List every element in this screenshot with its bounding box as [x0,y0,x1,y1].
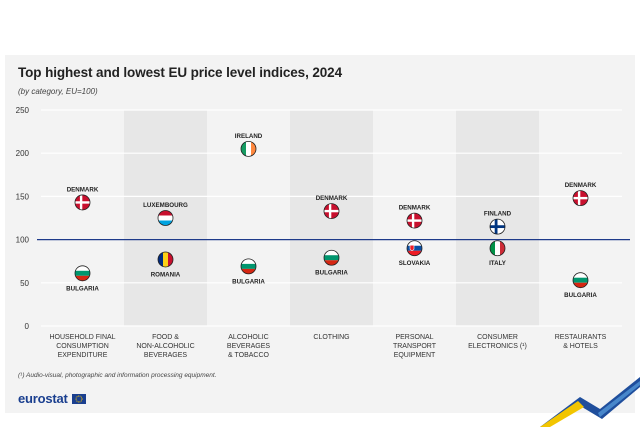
country-label: BULGARIA [232,278,265,285]
data-point-finland: FINLAND [484,211,512,235]
eurostat-logo: eurostat [18,391,86,406]
data-point-luxembourg: LUXEMBOURG [143,202,188,226]
country-label: DENMARK [399,205,431,212]
country-label: SLOVAKIA [399,260,431,267]
country-label: LUXEMBOURG [143,202,188,209]
country-label: DENMARK [67,186,99,193]
data-point-denmark: DENMARK [565,182,597,207]
chart-footnote: (¹) Audio-visual, photographic and infor… [18,372,217,379]
data-point-denmark: DENMARK [399,205,431,229]
column-band [41,110,124,326]
category-label: CONSUMER ELECTRONICS (¹) [468,334,527,350]
category-label: PERSONAL TRANSPORT EQUIPMENT [393,334,437,359]
data-point-bulgaria: BULGARIA [315,249,348,277]
category-label: RESTAURANTS & HOTELS [555,334,607,350]
chart-card: Top highest and lowest EU price level in… [5,55,635,413]
y-tick-label: 100 [16,236,30,245]
country-label: ROMANIA [151,271,181,278]
country-label: BULGARIA [564,292,597,299]
column-band [539,110,622,326]
y-tick-label: 200 [16,149,30,158]
data-point-denmark: DENMARK [316,195,348,219]
column-band [456,110,539,326]
data-point-italy: ITALY [489,240,507,267]
category-label: ALCOHOLIC BEVERAGES & TOBACCO [227,334,271,359]
logo-text: eurostat [18,391,68,406]
data-point-ireland: IRELAND [235,133,263,157]
country-label: BULGARIA [315,270,348,277]
data-point-bulgaria: BULGARIA [66,265,99,292]
eu-flag-icon [71,393,86,404]
data-point-romania: ROMANIA [151,251,181,278]
decorative-ribbon-icon [540,377,640,427]
y-tick-label: 0 [25,322,30,331]
country-label: FINLAND [484,211,512,218]
category-label: CLOTHING [313,334,349,341]
chart-subtitle: (by category, EU=100) [18,87,98,96]
data-point-bulgaria: BULGARIA [232,258,265,285]
chart-title: Top highest and lowest EU price level in… [18,65,343,80]
data-point-denmark: DENMARK [67,186,99,211]
country-label: ITALY [489,260,507,267]
data-point-slovakia: SLOVAKIA [399,240,431,267]
price-level-chart: 0 50 100 150 200 250 DENMARK LUXEMBOURG IRELAND… [16,106,630,359]
category-label: FOOD & NON-ALCOHOLIC BEVERAGES [136,334,194,359]
y-tick-label: 50 [20,279,29,288]
country-label: DENMARK [565,182,597,189]
country-label: BULGARIA [66,285,99,292]
y-tick-label: 150 [16,192,30,201]
country-label: IRELAND [235,133,263,140]
country-label: DENMARK [316,195,348,202]
data-point-bulgaria: BULGARIA [564,272,597,299]
y-tick-label: 250 [16,106,30,115]
category-label: HOUSEHOLD FINAL CONSUMPTION EXPENDITURE [49,334,115,359]
